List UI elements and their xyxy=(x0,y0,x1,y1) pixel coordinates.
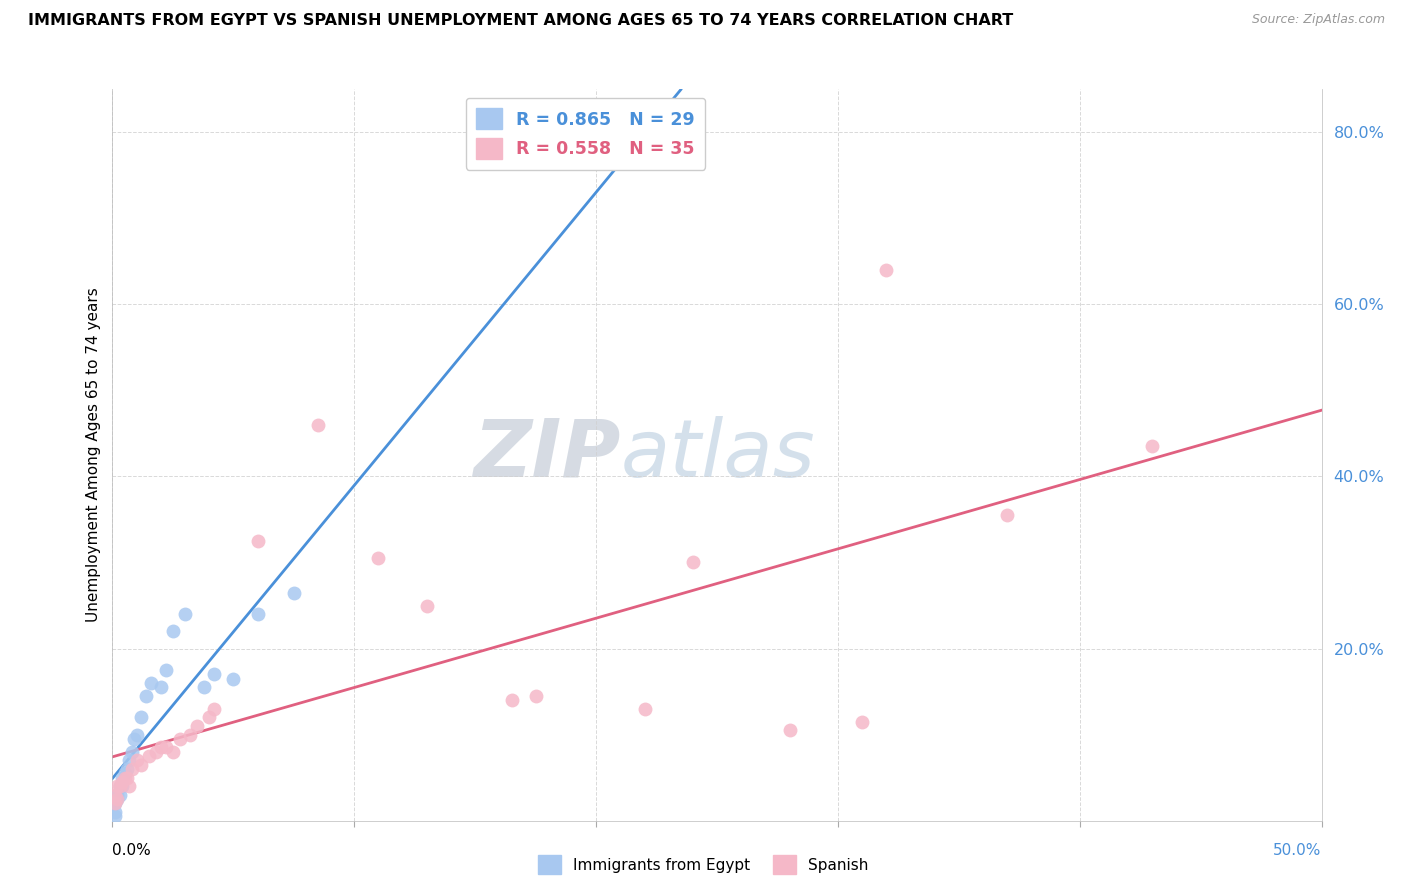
Point xyxy=(115,762,138,776)
Point xyxy=(104,805,127,819)
Text: 50.0%: 50.0% xyxy=(1274,843,1322,858)
Point xyxy=(246,533,269,548)
Point xyxy=(105,792,128,806)
Point xyxy=(633,702,655,716)
Text: IMMIGRANTS FROM EGYPT VS SPANISH UNEMPLOYMENT AMONG AGES 65 TO 74 YEARS CORRELAT: IMMIGRANTS FROM EGYPT VS SPANISH UNEMPLO… xyxy=(28,13,1014,29)
Point xyxy=(122,731,145,746)
Point xyxy=(202,667,225,681)
Point xyxy=(186,719,208,733)
Point xyxy=(585,138,607,153)
Point xyxy=(118,753,141,767)
Point xyxy=(246,607,269,621)
Point xyxy=(149,680,172,694)
Point xyxy=(779,723,801,738)
Point xyxy=(155,663,177,677)
Point xyxy=(105,779,128,793)
Point xyxy=(145,745,167,759)
Text: Source: ZipAtlas.com: Source: ZipAtlas.com xyxy=(1251,13,1385,27)
Point xyxy=(115,771,138,785)
Point xyxy=(524,689,547,703)
Point xyxy=(104,788,127,802)
Point xyxy=(307,417,329,432)
Point xyxy=(169,731,191,746)
Point xyxy=(108,779,131,793)
Point xyxy=(149,740,172,755)
Point xyxy=(138,749,160,764)
Point xyxy=(111,779,134,793)
Point xyxy=(104,809,127,823)
Point xyxy=(682,556,704,570)
Point xyxy=(108,788,131,802)
Point xyxy=(131,757,153,772)
Point xyxy=(851,714,873,729)
Point xyxy=(875,263,897,277)
Point xyxy=(111,771,134,785)
Text: ZIP: ZIP xyxy=(472,416,620,494)
Point xyxy=(121,745,143,759)
Legend: R = 0.865   N = 29, R = 0.558   N = 35: R = 0.865 N = 29, R = 0.558 N = 35 xyxy=(465,98,706,169)
Text: atlas: atlas xyxy=(620,416,815,494)
Point xyxy=(104,797,127,811)
Y-axis label: Unemployment Among Ages 65 to 74 years: Unemployment Among Ages 65 to 74 years xyxy=(86,287,101,623)
Point xyxy=(658,138,681,153)
Point xyxy=(114,766,136,780)
Point xyxy=(283,585,305,599)
Point xyxy=(193,680,215,694)
Point xyxy=(162,624,184,639)
Legend: Immigrants from Egypt, Spanish: Immigrants from Egypt, Spanish xyxy=(531,849,875,880)
Point xyxy=(121,762,143,776)
Point xyxy=(141,676,163,690)
Point xyxy=(995,508,1018,523)
Point xyxy=(125,753,148,767)
Point xyxy=(114,771,136,785)
Point xyxy=(162,745,184,759)
Point xyxy=(416,599,439,613)
Point xyxy=(155,740,177,755)
Point xyxy=(125,728,148,742)
Point xyxy=(179,728,201,742)
Point xyxy=(108,779,131,793)
Point xyxy=(202,702,225,716)
Point xyxy=(174,607,197,621)
Point xyxy=(111,775,134,789)
Point xyxy=(105,788,128,802)
Point xyxy=(131,710,153,724)
Point xyxy=(104,797,127,811)
Point xyxy=(501,693,523,707)
Text: 0.0%: 0.0% xyxy=(112,843,152,858)
Point xyxy=(198,710,221,724)
Point xyxy=(222,672,245,686)
Point xyxy=(105,792,128,806)
Point xyxy=(1142,439,1164,453)
Point xyxy=(118,779,141,793)
Point xyxy=(367,551,389,566)
Point xyxy=(135,689,157,703)
